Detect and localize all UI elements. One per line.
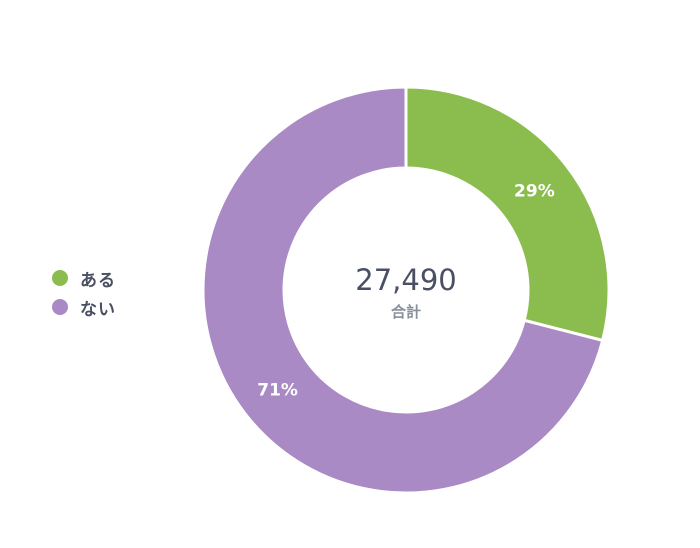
slice-nai-label: 71% [257,381,298,401]
slice-labels: 29% 71% [257,181,555,400]
slice-aru[interactable] [404,85,611,343]
center-total: 27,490 [355,263,456,297]
donut-slices [201,85,611,495]
slice-aru-label: 29% [514,181,555,201]
legend-swatch-aru [52,270,68,286]
legend-label-nai: ない [80,299,116,320]
legend: ある ない [52,265,116,323]
legend-item-nai[interactable]: ない [52,294,116,320]
legend-swatch-nai [52,299,68,315]
legend-item-aru[interactable]: ある [52,265,116,291]
legend-label-aru: ある [80,270,116,291]
center-caption: 合計 [390,303,421,321]
slice-nai[interactable] [201,85,605,495]
